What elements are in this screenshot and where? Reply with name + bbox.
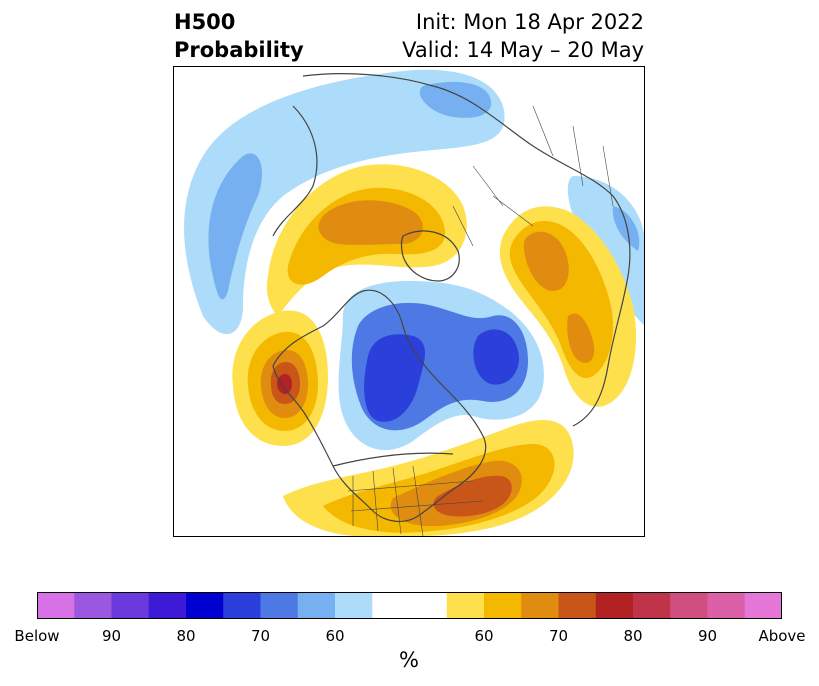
- colorbar-tick-label: 90: [101, 627, 122, 645]
- below-region-pacific-mid: [208, 153, 263, 300]
- colorbar-cell: [409, 592, 448, 619]
- below-region-canada-3: [364, 334, 425, 422]
- coastline-greenland: [400, 230, 460, 282]
- below-region-pacific: [184, 69, 505, 335]
- colorbar-cell: [260, 592, 299, 619]
- colorbar-cell: [633, 592, 671, 619]
- coastline-north-america: [272, 289, 487, 523]
- colorbar-cell: [223, 592, 261, 619]
- below-normal-regions: [184, 69, 645, 451]
- colorbar-cell: [446, 592, 485, 619]
- colorbar-tick-label: 90: [697, 627, 718, 645]
- title-valid-range: Valid: 14 May – 20 May: [402, 38, 644, 62]
- coastline-eurasia: [302, 73, 631, 427]
- chart-title-right: Init: Mon 18 Apr 2022 Valid: 14 May – 20…: [402, 8, 644, 64]
- colorbar-cell: [297, 592, 336, 619]
- above-region-arctic-3: [318, 200, 423, 245]
- above-region-gulf-alaska-5: [277, 374, 292, 394]
- probability-map: [173, 66, 645, 537]
- title-type: Probability: [174, 38, 304, 62]
- coastline-europe: [272, 105, 318, 237]
- colorbar-cell: [186, 592, 224, 619]
- colorbar-tick-label: 80: [623, 627, 643, 645]
- colorbar-cell: [37, 592, 75, 619]
- colorbar-cell: [148, 592, 187, 619]
- colorbar-cell: [74, 592, 112, 619]
- colorbar: [37, 592, 782, 619]
- map-frame: [173, 66, 645, 537]
- country-lines-asia: [452, 105, 614, 247]
- colorbar-cell: [111, 592, 150, 619]
- below-region-pacific-mid2: [419, 81, 492, 118]
- above-region-siberia-4: [567, 313, 595, 363]
- colorbar-units: %: [399, 648, 419, 672]
- colorbar-tick-label: 70: [548, 627, 569, 645]
- colorbar-cell: [335, 592, 373, 619]
- colorbar-cell: [595, 592, 634, 619]
- below-region-asia-mid: [612, 206, 640, 251]
- above-region-atlantic-4: [433, 475, 512, 517]
- colorbar-tick-label: Below: [14, 627, 60, 645]
- colorbar-cell: [558, 592, 597, 619]
- below-region-greenland-3: [473, 329, 519, 385]
- above-normal-regions: [232, 164, 637, 537]
- colorbar-cell: [521, 592, 559, 619]
- coastlines: [272, 73, 631, 537]
- colorbar-tick-label: 60: [474, 627, 494, 645]
- colorbar-cell: [484, 592, 522, 619]
- colorbar-cell: [744, 592, 782, 619]
- above-region-siberia-3: [523, 231, 569, 291]
- colorbar-frame: [37, 592, 782, 619]
- colorbar-tick-label: Above: [758, 627, 806, 645]
- colorbar-cell: [372, 592, 410, 619]
- title-variable: H500: [174, 10, 236, 34]
- colorbar-cell: [670, 592, 708, 619]
- colorbar-tick-label: 70: [250, 627, 271, 645]
- chart-title-left: H500 Probability: [174, 8, 304, 64]
- state-lines: [347, 465, 484, 537]
- title-init-date: Init: Mon 18 Apr 2022: [415, 10, 644, 34]
- us-border: [332, 452, 454, 467]
- colorbar-cell: [707, 592, 746, 619]
- colorbar-tick-label: 80: [176, 627, 196, 645]
- colorbar-tick-label: 60: [325, 627, 345, 645]
